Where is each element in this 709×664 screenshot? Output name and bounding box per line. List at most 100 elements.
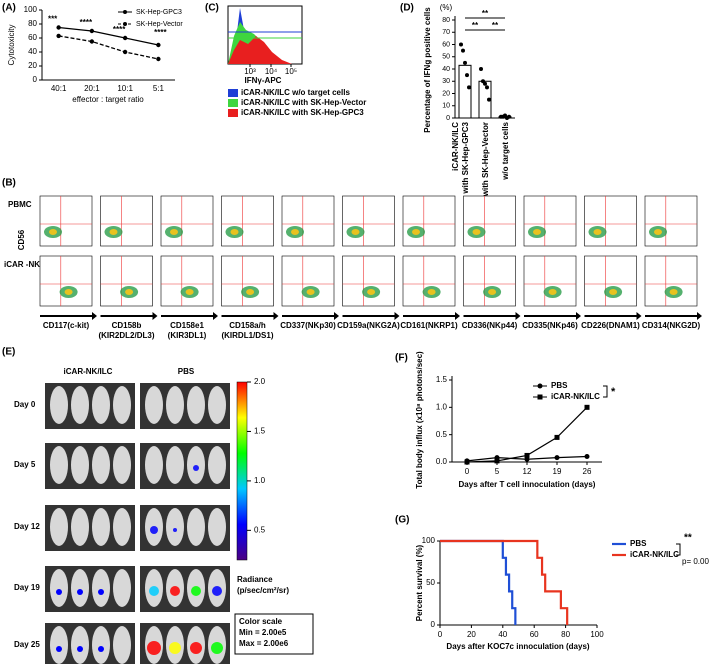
cell-cloud (170, 229, 178, 235)
y-tick-label: 60 (442, 41, 450, 48)
cell-cloud (427, 289, 436, 295)
row-label: PBMC (8, 200, 32, 209)
mouse (71, 446, 89, 484)
group-label: iCAR-NK/ILC (64, 367, 113, 376)
x-tick-label: w/o target cells (501, 121, 510, 180)
y-axis-label: Percentage of IFNg positive cells (423, 7, 432, 133)
flow-plot (221, 255, 274, 307)
marker-label: CD158a/h (229, 321, 266, 330)
signal (77, 646, 83, 652)
arrow-head (636, 312, 642, 320)
colorbar-tick-label: 1.5 (254, 427, 266, 436)
hist-red (228, 36, 292, 64)
survival-curve (440, 539, 569, 625)
dot (467, 85, 471, 90)
point (156, 42, 161, 48)
significance: *** (48, 15, 58, 24)
y-tick-label: 30 (442, 78, 450, 85)
x-axis-label: Days after T cell innoculation (days) (459, 480, 596, 489)
legend-marker (537, 383, 543, 389)
flow-plot (584, 255, 637, 307)
mouse (113, 386, 131, 424)
point (122, 49, 128, 55)
flow-plot (39, 255, 93, 307)
arrow-head (273, 312, 279, 320)
mouse (187, 508, 205, 546)
point (584, 404, 590, 410)
survival-curve (440, 539, 517, 625)
x-axis-label: effector : target ratio (72, 95, 144, 104)
colorbar-label: (p/sec/cm²/sr) (237, 586, 289, 595)
mouse (166, 446, 184, 484)
colorbar (236, 381, 248, 561)
bracket (603, 385, 608, 398)
x-tick-label: 26 (583, 467, 592, 476)
panel-label: (E) (2, 347, 15, 358)
signal (211, 642, 223, 654)
y-tick-label: 0.0 (436, 457, 448, 466)
x-tick-label: 20 (467, 630, 476, 639)
point (524, 456, 530, 462)
y-tick-label: 1.0 (436, 402, 448, 411)
y-tick-label: 20 (442, 90, 450, 97)
flow-plot (160, 255, 214, 307)
legend-swatch (228, 89, 238, 97)
point (524, 452, 530, 458)
y-tick-label: 100 (24, 5, 38, 14)
x-tick-label: 0 (438, 630, 443, 639)
mouse (71, 508, 89, 546)
y-axis-label: Total body influx (x10⁸ photons/sec) (415, 351, 424, 489)
y-tick-label: 20 (28, 61, 37, 70)
flow-plot (402, 195, 456, 247)
significance: ** (472, 21, 479, 30)
significance: ** (492, 21, 499, 30)
cell-cloud (593, 229, 602, 235)
signal (98, 646, 104, 652)
mouse (166, 386, 184, 424)
y-axis-label: Cytotoxicity (7, 25, 16, 66)
series-line (58, 26, 159, 46)
signal (77, 589, 83, 595)
flow-plot (100, 195, 153, 247)
x-tick-label: 20:1 (84, 84, 100, 93)
flow-plot (644, 255, 698, 307)
marker-label: CD335(NKp46) (522, 321, 578, 330)
y-tick-label: 80 (442, 17, 450, 24)
mouse (50, 446, 68, 484)
colorbar-label: Radiance (237, 575, 273, 584)
legend-swatch (228, 109, 238, 117)
significance: ** (684, 533, 692, 544)
flow-plot (644, 195, 698, 247)
x-tick-label: 10⁴ (265, 67, 278, 76)
colorbar-tick-label: 0.5 (254, 525, 266, 534)
y-tick-label: 50 (426, 578, 435, 587)
signal (212, 586, 222, 596)
flow-plot (281, 255, 335, 307)
flow-plot (100, 255, 153, 307)
marker-label: CD314(NKG2D) (642, 321, 701, 330)
axes (439, 541, 597, 626)
legend-label: SK-Hep-Vector (136, 21, 183, 28)
mouse (92, 626, 110, 664)
mouse (208, 508, 226, 546)
arrow-head (92, 312, 97, 320)
cell-cloud (488, 289, 497, 295)
x-tick-label: 80 (561, 630, 570, 639)
bar (458, 64, 472, 119)
dot (459, 42, 463, 47)
dot (479, 67, 483, 71)
y-tick-label: 0 (446, 115, 450, 122)
x-tick-label: 100 (590, 630, 604, 639)
point (156, 56, 161, 62)
y-tick-label: 60 (28, 33, 37, 42)
day-label: Day 19 (14, 583, 40, 592)
mouse (166, 508, 184, 546)
colorbar-tick-label: 1.0 (254, 476, 266, 485)
mouse (92, 508, 110, 546)
cell-cloud (185, 289, 194, 295)
dot (483, 81, 487, 86)
legend-marker (537, 394, 543, 400)
arrow-head (697, 312, 702, 320)
point (584, 454, 590, 460)
x-tick-label: 60 (530, 630, 539, 639)
